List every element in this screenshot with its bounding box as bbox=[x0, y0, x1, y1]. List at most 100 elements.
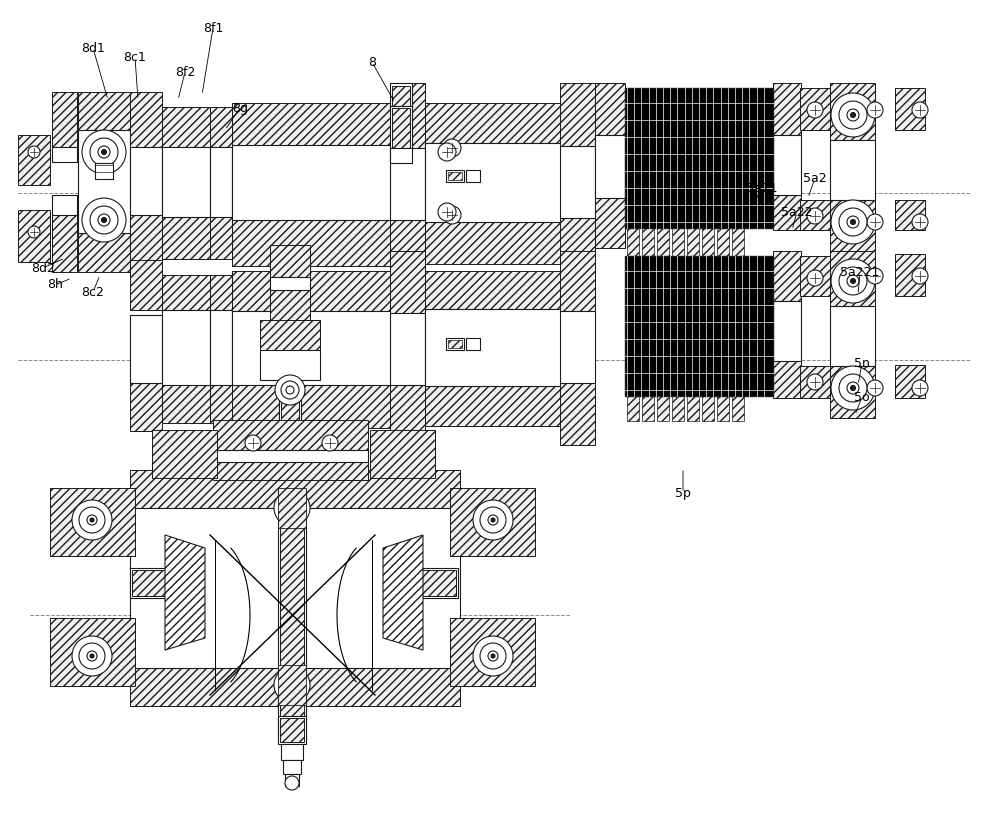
Circle shape bbox=[90, 138, 118, 166]
Bar bbox=[672, 396, 684, 421]
Bar bbox=[390, 217, 425, 282]
Circle shape bbox=[98, 214, 110, 226]
Bar bbox=[595, 198, 625, 248]
Bar bbox=[78, 130, 130, 233]
Circle shape bbox=[867, 268, 883, 284]
Bar bbox=[560, 383, 595, 445]
Bar bbox=[425, 222, 565, 264]
Bar bbox=[773, 301, 801, 361]
Text: 5a22: 5a22 bbox=[781, 205, 813, 218]
Circle shape bbox=[847, 275, 859, 287]
Bar bbox=[52, 195, 77, 215]
Bar bbox=[132, 570, 198, 596]
Circle shape bbox=[839, 267, 867, 295]
Polygon shape bbox=[165, 535, 205, 650]
Bar bbox=[834, 215, 858, 221]
Bar bbox=[800, 256, 830, 296]
Bar bbox=[425, 143, 565, 222]
Bar bbox=[560, 146, 595, 218]
Circle shape bbox=[831, 259, 875, 303]
Bar bbox=[50, 488, 135, 556]
Bar bbox=[450, 618, 535, 686]
Bar bbox=[78, 232, 130, 272]
Circle shape bbox=[443, 206, 461, 224]
Circle shape bbox=[281, 381, 299, 399]
Text: 8h: 8h bbox=[47, 279, 63, 292]
Bar bbox=[232, 311, 392, 385]
Circle shape bbox=[438, 143, 456, 161]
Bar bbox=[448, 172, 462, 180]
Bar bbox=[425, 271, 565, 309]
Circle shape bbox=[488, 515, 498, 525]
Bar bbox=[52, 215, 77, 272]
Circle shape bbox=[480, 643, 506, 669]
Bar bbox=[687, 228, 699, 256]
Circle shape bbox=[72, 636, 112, 676]
Circle shape bbox=[807, 374, 823, 390]
Bar bbox=[278, 665, 306, 705]
Bar bbox=[213, 460, 368, 480]
Bar bbox=[232, 220, 392, 266]
Bar bbox=[95, 163, 113, 179]
Bar bbox=[895, 365, 925, 398]
Text: 8c1: 8c1 bbox=[124, 51, 146, 64]
Circle shape bbox=[831, 366, 875, 410]
Bar bbox=[162, 217, 210, 259]
Bar bbox=[283, 760, 301, 774]
Text: 5a221: 5a221 bbox=[840, 266, 880, 279]
Bar bbox=[717, 396, 729, 421]
Bar bbox=[446, 170, 464, 182]
Circle shape bbox=[245, 435, 261, 451]
Bar bbox=[732, 228, 744, 256]
Bar bbox=[281, 744, 303, 760]
Circle shape bbox=[28, 146, 40, 158]
Bar bbox=[390, 106, 412, 151]
Bar bbox=[595, 135, 625, 198]
Bar bbox=[210, 107, 232, 147]
Bar bbox=[278, 488, 306, 528]
Bar bbox=[78, 92, 130, 130]
Circle shape bbox=[473, 500, 513, 540]
Bar bbox=[830, 306, 875, 366]
Bar bbox=[625, 256, 773, 396]
Circle shape bbox=[473, 636, 513, 676]
Circle shape bbox=[839, 101, 867, 129]
Bar bbox=[130, 147, 162, 215]
Bar bbox=[830, 366, 875, 418]
Circle shape bbox=[102, 218, 107, 222]
Bar bbox=[278, 716, 306, 744]
Circle shape bbox=[90, 518, 94, 522]
Text: 5n: 5n bbox=[854, 356, 870, 369]
Bar bbox=[425, 103, 565, 143]
Bar bbox=[642, 228, 654, 256]
Bar bbox=[732, 396, 744, 421]
Circle shape bbox=[480, 643, 506, 669]
Circle shape bbox=[443, 139, 461, 157]
Bar bbox=[392, 108, 410, 151]
Bar bbox=[210, 310, 232, 385]
Bar bbox=[130, 383, 162, 431]
Circle shape bbox=[850, 112, 856, 117]
Bar bbox=[392, 86, 410, 106]
Bar bbox=[895, 200, 925, 230]
Circle shape bbox=[912, 214, 928, 230]
Circle shape bbox=[286, 386, 294, 394]
Bar bbox=[627, 228, 639, 256]
Bar bbox=[390, 570, 456, 596]
Bar bbox=[687, 396, 699, 421]
Bar bbox=[162, 310, 210, 385]
Bar bbox=[130, 568, 200, 598]
Bar bbox=[130, 668, 460, 706]
Bar bbox=[390, 148, 425, 220]
Bar bbox=[773, 83, 801, 135]
Circle shape bbox=[90, 654, 94, 658]
Bar bbox=[280, 718, 304, 742]
Circle shape bbox=[87, 651, 97, 661]
Circle shape bbox=[807, 270, 823, 286]
Polygon shape bbox=[383, 535, 423, 650]
Bar bbox=[627, 396, 639, 421]
Text: 5a2: 5a2 bbox=[803, 171, 827, 184]
Bar bbox=[560, 83, 595, 146]
Text: 8d1: 8d1 bbox=[81, 42, 105, 55]
Bar bbox=[388, 568, 458, 598]
